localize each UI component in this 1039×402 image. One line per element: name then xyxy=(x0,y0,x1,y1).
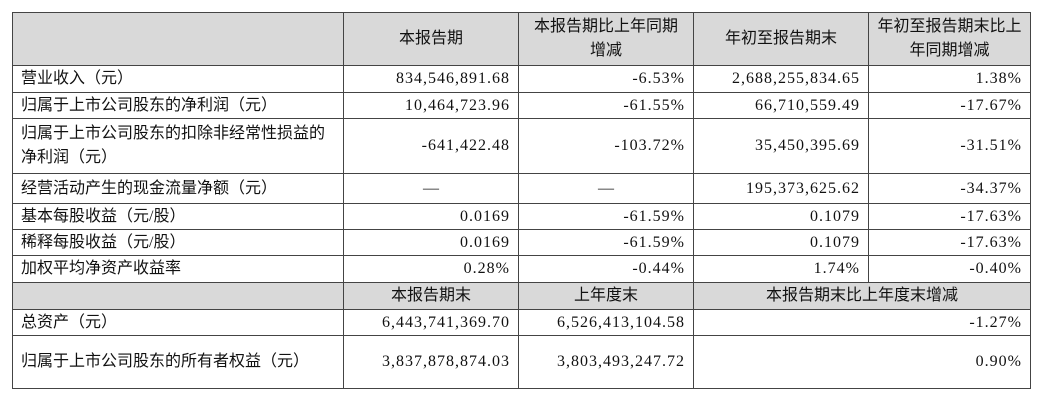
table-cell: -0.40% xyxy=(868,255,1031,283)
table-cell: 0.1079 xyxy=(693,203,869,230)
table-row: 归属于上市公司股东的扣除非经常性损益的净利润（元） -641,422.48 -103… xyxy=(12,118,1031,174)
table-cell: 1.74% xyxy=(693,255,869,283)
table-cell: 基本每股收益（元/股） xyxy=(12,203,344,230)
table-cell: 总资产（元） xyxy=(12,309,344,336)
table-cell: 本报告期比上年同期增减 xyxy=(518,12,694,66)
table-cell: -61.55% xyxy=(518,92,694,119)
table-cell: 上年度末 xyxy=(518,282,694,310)
table-cell: 66,710,559.49 xyxy=(693,92,869,119)
table-row: 加权平均净资产收益率 0.28% -0.44% 1.74% -0.40% xyxy=(12,255,1031,283)
table-row: 归属于上市公司股东的所有者权益（元） 3,837,878,874.03 3,803,… xyxy=(12,335,1031,389)
table-cell: 营业收入（元） xyxy=(12,65,344,93)
table-cell: 归属于上市公司股东的所有者权益（元） xyxy=(12,335,344,389)
table-cell: 0.0169 xyxy=(343,229,519,256)
table-cell: 195,373,625.62 xyxy=(693,173,869,204)
table-cell: -0.44% xyxy=(518,255,694,283)
table-cell: 本报告期 xyxy=(343,12,519,66)
table-cell: -31.51% xyxy=(868,118,1031,174)
table-row: 本报告期末 上年度末 本报告期末比上年度末增减 xyxy=(12,282,1031,310)
table-cell: -17.67% xyxy=(868,92,1031,119)
table-cell: 2,688,255,834.65 xyxy=(693,65,869,93)
table-cell: 0.28% xyxy=(343,255,519,283)
table-row: 基本每股收益（元/股） 0.0169 -61.59% 0.1079 -17.63% xyxy=(12,203,1031,230)
table-cell: -1.27% xyxy=(693,309,1031,336)
table-cell: -17.63% xyxy=(868,229,1031,256)
table-cell: -641,422.48 xyxy=(343,118,519,174)
table-cell: 6,443,741,369.70 xyxy=(343,309,519,336)
table-cell: 0.90% xyxy=(693,335,1031,389)
table-cell: 834,546,891.68 xyxy=(343,65,519,93)
table-cell: 1.38% xyxy=(868,65,1031,93)
table-cell: — xyxy=(518,173,694,204)
table-cell: 3,837,878,874.03 xyxy=(343,335,519,389)
table-cell: 本报告期末比上年度末增减 xyxy=(693,282,1031,310)
table-cell: 年初至报告期末 xyxy=(693,12,869,66)
table-row: 稀释每股收益（元/股） 0.0169 -61.59% 0.1079 -17.63% xyxy=(12,229,1031,256)
table-cell: 本报告期末 xyxy=(343,282,519,310)
table-cell: 6,526,413,104.58 xyxy=(518,309,694,336)
financial-table: 本报告期 本报告期比上年同期增减 年初至报告期末 年初至报告期末比上年同期增减 营业收入… xyxy=(12,12,1031,389)
table-row: 本报告期 本报告期比上年同期增减 年初至报告期末 年初至报告期末比上年同期增减 xyxy=(12,12,1031,66)
table-row: 营业收入（元） 834,546,891.68 -6.53% 2,688,255,834… xyxy=(12,65,1031,93)
empty-cell xyxy=(12,12,344,66)
table-cell: -17.63% xyxy=(868,203,1031,230)
table-row: 总资产（元） 6,443,741,369.70 6,526,413,104.58 -1… xyxy=(12,309,1031,336)
table-cell: -6.53% xyxy=(518,65,694,93)
table-cell: 0.1079 xyxy=(693,229,869,256)
table-cell: -103.72% xyxy=(518,118,694,174)
empty-cell xyxy=(12,282,344,310)
table-cell: 加权平均净资产收益率 xyxy=(12,255,344,283)
table-cell: 0.0169 xyxy=(343,203,519,230)
table-cell: -61.59% xyxy=(518,203,694,230)
table-cell: — xyxy=(343,173,519,204)
table-cell: -34.37% xyxy=(868,173,1031,204)
table-cell: 3,803,493,247.72 xyxy=(518,335,694,389)
table-row: 归属于上市公司股东的净利润（元） 10,464,723.96 -61.55% 66,7… xyxy=(12,92,1031,119)
table-cell: 稀释每股收益（元/股） xyxy=(12,229,344,256)
table-row: 经营活动产生的现金流量净额（元） — —195,373,625.62 -34.37% xyxy=(12,173,1031,204)
table-cell: -61.59% xyxy=(518,229,694,256)
table-cell: 经营活动产生的现金流量净额（元） xyxy=(12,173,344,204)
table-cell: 年初至报告期末比上年同期增减 xyxy=(868,12,1031,66)
table-cell: 归属于上市公司股东的净利润（元） xyxy=(12,92,344,119)
table-cell: 35,450,395.69 xyxy=(693,118,869,174)
table-cell: 归属于上市公司股东的扣除非经常性损益的净利润（元） xyxy=(12,118,344,174)
table-cell: 10,464,723.96 xyxy=(343,92,519,119)
